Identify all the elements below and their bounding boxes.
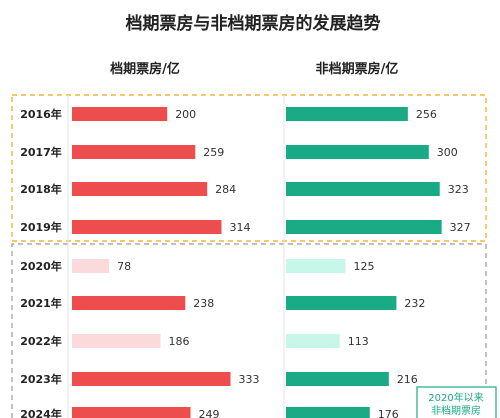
series-header-off-peak: 非档期票房/亿 <box>316 61 399 77</box>
bar-off-peak <box>286 296 397 310</box>
bar-peak-period <box>72 259 110 273</box>
annotation-line-2: 非档期票房 <box>431 404 481 417</box>
value-label-peak-period: 333 <box>239 373 260 386</box>
bar-peak-period <box>72 220 222 234</box>
value-label-peak-period: 78 <box>117 260 131 273</box>
bar-peak-period <box>72 372 231 386</box>
bar-peak-period <box>72 334 161 348</box>
value-label-off-peak: 300 <box>437 146 458 159</box>
bar-off-peak <box>286 107 408 121</box>
value-label-peak-period: 186 <box>169 335 190 348</box>
value-label-peak-period: 259 <box>203 146 224 159</box>
value-label-peak-period: 249 <box>199 408 220 418</box>
value-label-off-peak: 323 <box>448 183 469 196</box>
value-label-peak-period: 238 <box>193 297 214 310</box>
annotation-callout: 2020年以来 非档期票房 <box>416 386 497 418</box>
year-label: 2020年 <box>20 259 62 273</box>
bar-off-peak <box>286 407 370 418</box>
value-label-off-peak: 176 <box>378 408 399 418</box>
bar-off-peak <box>286 182 440 196</box>
year-label: 2019年 <box>20 220 62 234</box>
value-label-peak-period: 200 <box>175 108 196 121</box>
year-label: 2024年 <box>20 407 62 418</box>
value-label-off-peak: 113 <box>348 335 369 348</box>
year-label: 2022年 <box>20 334 62 348</box>
bar-off-peak <box>286 372 389 386</box>
year-label: 2016年 <box>20 107 62 121</box>
bar-off-peak <box>286 259 346 273</box>
annotation-line-1: 2020年以来 <box>428 391 483 404</box>
bar-off-peak <box>286 334 340 348</box>
bar-off-peak <box>286 220 442 234</box>
value-label-peak-period: 314 <box>229 221 250 234</box>
value-label-off-peak: 327 <box>450 221 471 234</box>
bar-off-peak <box>286 145 429 159</box>
value-label-off-peak: 216 <box>397 373 418 386</box>
group-box-2016-2019 <box>11 94 487 242</box>
value-label-peak-period: 284 <box>215 183 236 196</box>
annotation-box <box>416 386 497 418</box>
year-label: 2021年 <box>20 296 62 310</box>
year-label: 2017年 <box>20 145 62 159</box>
series-header-peak-period: 档期票房/亿 <box>110 61 180 77</box>
bar-peak-period <box>72 296 186 310</box>
bar-peak-period <box>72 145 196 159</box>
year-label: 2023年 <box>20 372 62 386</box>
value-label-off-peak: 256 <box>416 108 437 121</box>
value-label-off-peak: 232 <box>404 297 425 310</box>
chart-title: 档期票房与非档期票房的发展趋势 <box>126 13 381 34</box>
value-label-off-peak: 125 <box>354 260 375 273</box>
chart-rows: 2016年 200 256 2017年 259 300 2018年 284 323 2019年 31… <box>20 107 471 418</box>
bar-peak-period <box>72 182 208 196</box>
year-label: 2018年 <box>20 182 62 196</box>
bar-peak-period <box>72 407 191 418</box>
bar-peak-period <box>72 107 168 121</box>
